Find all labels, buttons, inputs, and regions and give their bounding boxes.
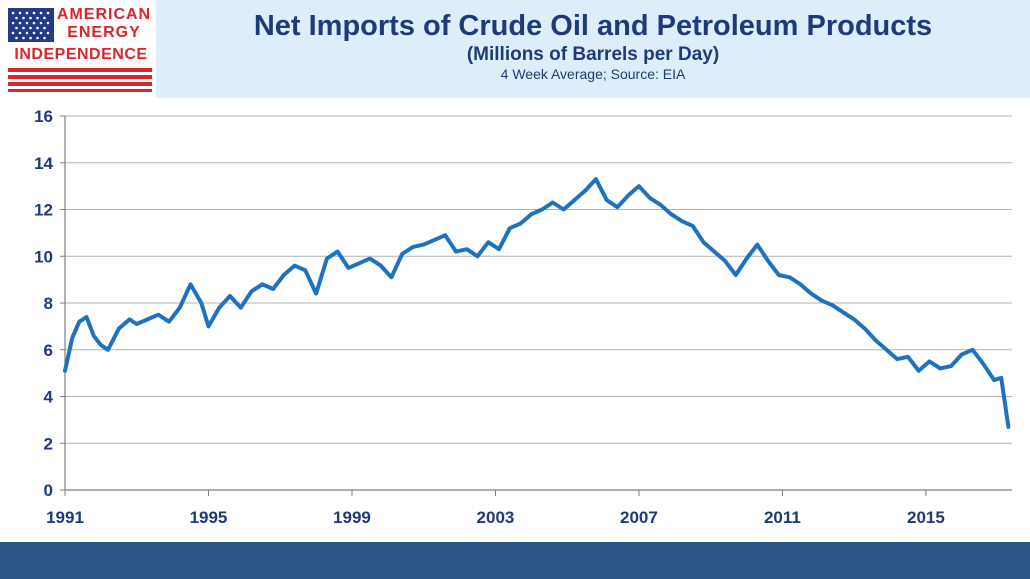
chart-source-note: 4 Week Average; Source: EIA [500,66,686,82]
y-tick-label: 2 [44,434,53,453]
x-tick-label: 1995 [190,508,228,527]
line-chart: 0 2 4 6 8 10 12 14 16 1991 1995 1999 2003 2007 2011 20… [34,107,1012,527]
footer-bar [0,542,1030,579]
series-group [63,177,1011,429]
y-tick-label: 0 [44,481,53,500]
x-tick-label: 2011 [764,508,801,527]
header-banner: AMERICAN ENERGY INDEPENDENCE Net Imports… [0,0,1030,98]
y-tick-label: 12 [34,201,53,220]
flag-stripes-icon [8,68,152,92]
x-tick-label: 1999 [333,508,371,527]
x-tick-label: 2003 [477,508,515,527]
y-tick-label: 8 [44,294,53,313]
y-tick-label: 4 [44,388,54,407]
y-axis-ticks: 0 2 4 6 8 10 12 14 16 [34,107,65,500]
x-axis-ticks: 1991 1995 1999 2003 2007 2011 2015 [46,490,945,527]
chart-title: Net Imports of Crude Oil and Petroleum P… [253,10,933,42]
x-tick-label: 1991 [46,508,84,527]
x-tick-label: 2015 [907,508,945,527]
y-tick-label: 10 [34,247,53,266]
chart-subtitle: (Millions of Barrels per Day) [466,44,720,65]
logo-wordmark: AMERICAN ENERGY [54,6,154,42]
chart-gridlines [65,115,1012,444]
logo: AMERICAN ENERGY INDEPENDENCE [0,0,156,98]
x-tick-label: 2007 [620,508,658,527]
logo-text-line2: ENERGY [67,24,141,41]
y-tick-label: 14 [34,154,53,173]
us-flag-icon [8,8,54,42]
series-line [63,177,1011,429]
y-tick-label: 16 [34,107,53,126]
y-tick-label: 6 [44,341,53,360]
logo-text-line3: INDEPENDENCE [14,46,148,63]
logo-text-line1: AMERICAN [56,6,152,23]
